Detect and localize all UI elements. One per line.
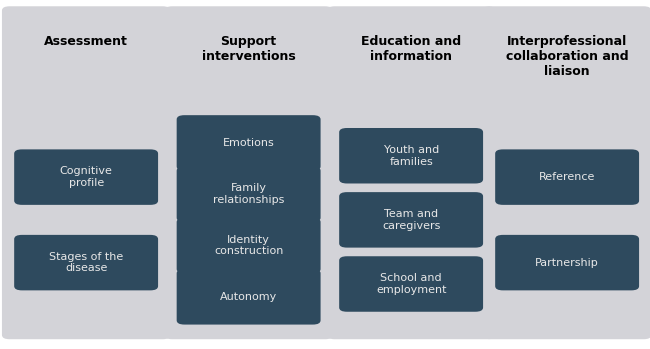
FancyBboxPatch shape (14, 149, 158, 205)
FancyBboxPatch shape (177, 166, 320, 222)
Text: Identity
construction: Identity construction (214, 235, 283, 256)
Text: Family
relationships: Family relationships (213, 184, 284, 205)
FancyBboxPatch shape (495, 235, 639, 290)
FancyBboxPatch shape (339, 256, 483, 312)
FancyBboxPatch shape (164, 6, 333, 339)
Text: Education and
information: Education and information (361, 35, 462, 63)
Text: Partnership: Partnership (535, 258, 599, 268)
FancyBboxPatch shape (2, 6, 170, 339)
Text: Assessment: Assessment (44, 35, 128, 48)
Text: Youth and
families: Youth and families (384, 145, 439, 166)
Text: Cognitive
profile: Cognitive profile (60, 166, 112, 188)
Text: Stages of the
disease: Stages of the disease (49, 252, 124, 273)
FancyBboxPatch shape (14, 235, 158, 290)
Text: Support
interventions: Support interventions (202, 35, 296, 63)
Text: Emotions: Emotions (223, 138, 274, 148)
FancyBboxPatch shape (339, 128, 483, 184)
FancyBboxPatch shape (177, 269, 320, 325)
Text: Reference: Reference (539, 172, 595, 182)
Text: Interprofessional
collaboration and
liaison: Interprofessional collaboration and liai… (506, 35, 629, 78)
FancyBboxPatch shape (327, 6, 495, 339)
FancyBboxPatch shape (177, 218, 320, 273)
FancyBboxPatch shape (339, 192, 483, 248)
Text: Autonomy: Autonomy (220, 292, 278, 302)
FancyBboxPatch shape (177, 115, 320, 171)
FancyBboxPatch shape (495, 149, 639, 205)
FancyBboxPatch shape (483, 6, 650, 339)
Text: Team and
caregivers: Team and caregivers (382, 209, 440, 231)
Text: School and
employment: School and employment (376, 273, 447, 295)
